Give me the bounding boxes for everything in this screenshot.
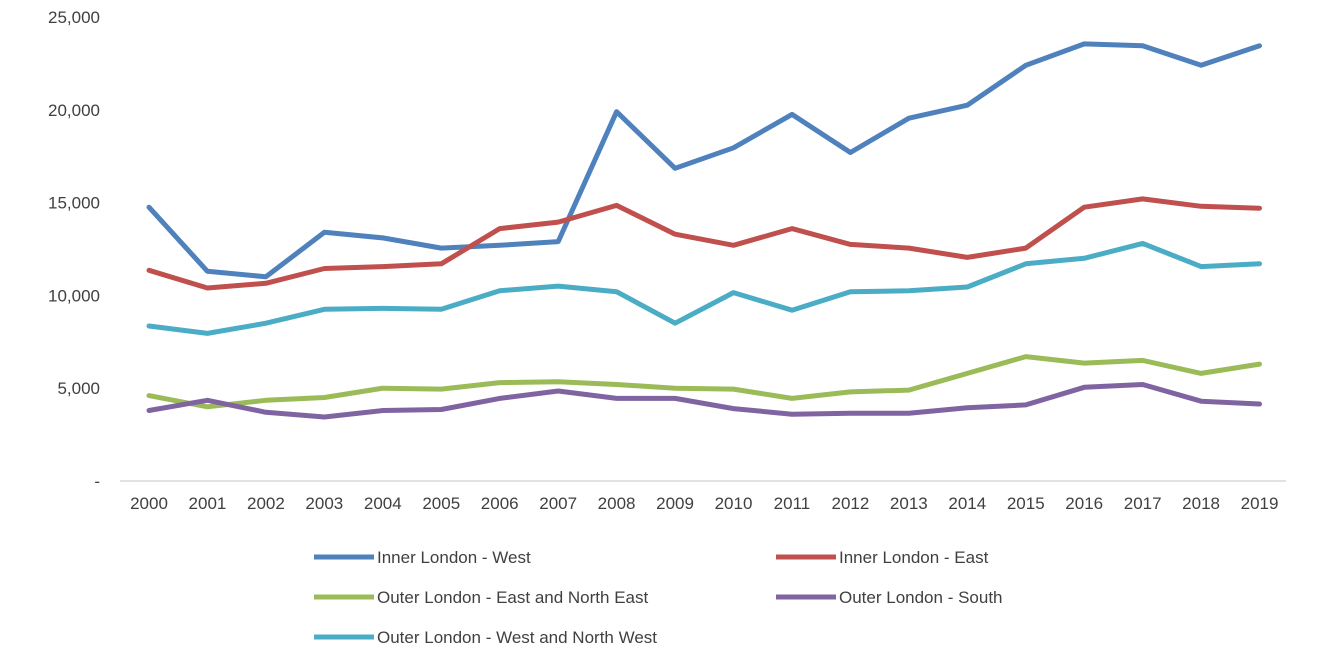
x-tick-label: 2017 — [1124, 494, 1162, 513]
legend: Inner London - West Inner London - East Ou… — [314, 548, 1003, 647]
x-tick-label: 2005 — [422, 494, 460, 513]
x-tick-label: 2007 — [539, 494, 577, 513]
x-tick-label: 2010 — [715, 494, 753, 513]
x-tick-label: 2011 — [774, 494, 811, 513]
legend-item-outer-london-south: Outer London - South — [776, 588, 1003, 607]
axes: - 5,000 10,000 15,000 20,000 25,000 2000 2001 20… — [48, 8, 1286, 513]
x-tick-label: 2000 — [130, 494, 168, 513]
y-tick-label: 20,000 — [48, 101, 100, 120]
legend-item-outer-london-east-and-north-east: Outer London - East and North East — [314, 588, 648, 607]
x-tick-label: 2019 — [1241, 494, 1279, 513]
x-tick-label: 2002 — [247, 494, 285, 513]
y-tick-label: 25,000 — [48, 8, 100, 27]
legend-label: Inner London - East — [839, 548, 989, 567]
x-tick-label: 2016 — [1065, 494, 1103, 513]
series-line-outer-london-south — [146, 382, 1262, 420]
x-tick-label: 2006 — [481, 494, 519, 513]
x-tick-label: 2009 — [656, 494, 694, 513]
x-tick-label: 2004 — [364, 494, 402, 513]
series-line-outer-london-west-and-north-west — [146, 240, 1262, 336]
x-tick-label: 2003 — [305, 494, 343, 513]
x-tick-label: 2008 — [598, 494, 636, 513]
y-tick-label: 15,000 — [48, 194, 100, 213]
series-line-outer-london-east-and-north-east — [146, 354, 1262, 410]
y-tick-label: - — [94, 472, 100, 491]
x-tick-label: 2001 — [189, 494, 227, 513]
legend-label: Inner London - West — [377, 548, 531, 567]
legend-item-inner-london-west: Inner London - West — [314, 548, 531, 567]
series-line-inner-london-east — [146, 196, 1262, 291]
y-tick-label: 5,000 — [57, 379, 100, 398]
x-tick-label: 2013 — [890, 494, 928, 513]
legend-item-outer-london-west-and-north-west: Outer London - West and North West — [314, 628, 657, 647]
series-line-inner-london-west — [146, 41, 1262, 280]
x-tick-label: 2018 — [1182, 494, 1220, 513]
y-tick-label: 10,000 — [48, 286, 100, 305]
x-tick-label: 2015 — [1007, 494, 1045, 513]
x-tick-label: 2014 — [948, 494, 986, 513]
legend-label: Outer London - East and North East — [377, 588, 648, 607]
legend-item-inner-london-east: Inner London - East — [776, 548, 989, 567]
legend-label: Outer London - West and North West — [377, 628, 657, 647]
legend-label: Outer London - South — [839, 588, 1003, 607]
series-lines — [146, 41, 1262, 420]
x-tick-label: 2012 — [831, 494, 869, 513]
